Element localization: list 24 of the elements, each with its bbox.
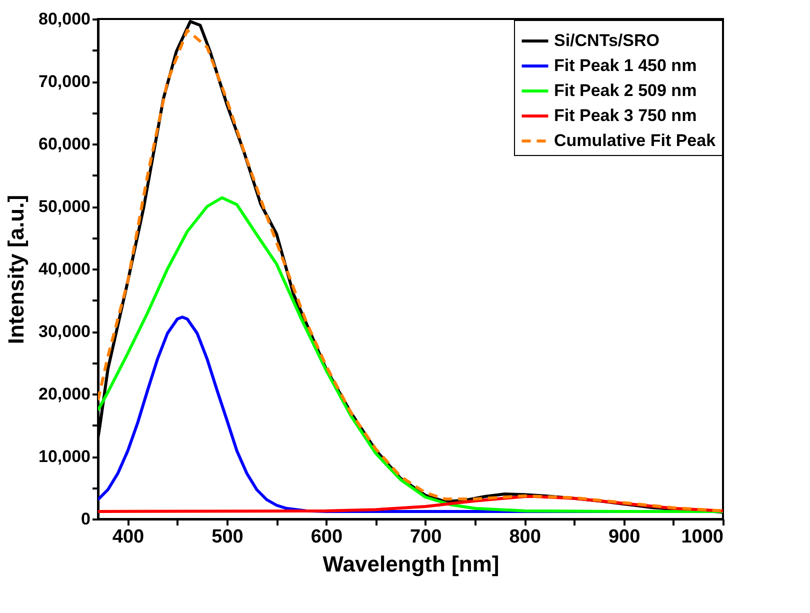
y-tick-label: 40,000 xyxy=(38,260,90,278)
x-tick-label: 800 xyxy=(509,526,541,548)
x-tick-label: 400 xyxy=(112,526,144,548)
x-tick-label: 900 xyxy=(608,526,640,548)
y-tick-label: 0 xyxy=(81,510,90,528)
line-series xyxy=(98,196,723,513)
legend-label: Si/CNTs/SRO xyxy=(554,31,660,50)
y-tick-label: 50,000 xyxy=(38,197,90,216)
y-axis-title: Intensity [a.u.] xyxy=(4,194,29,344)
x-tick-label: 1000 xyxy=(681,526,724,548)
x-tick-label: 700 xyxy=(410,526,442,548)
y-tick-label: 60,000 xyxy=(38,134,90,154)
y-tick-label: 70,000 xyxy=(38,72,90,91)
y-tick-label: 30,000 xyxy=(38,322,90,341)
y-tick-label: 10,000 xyxy=(38,447,90,466)
legend-label: Fit Peak 2 509 nm xyxy=(554,81,697,100)
x-tick-label: 500 xyxy=(212,526,244,548)
legend-label: Fit Peak 1 450 nm xyxy=(554,56,697,75)
y-tick-label: 20,000 xyxy=(38,384,90,404)
y-tick-label: 80,000 xyxy=(38,10,90,28)
legend-label: Cumulative Fit Peak xyxy=(554,131,716,150)
x-tick-label: 600 xyxy=(310,526,343,548)
legend-label: Fit Peak 3 750 nm xyxy=(554,106,697,125)
x-axis-title: Wavelength [nm] xyxy=(322,552,500,576)
